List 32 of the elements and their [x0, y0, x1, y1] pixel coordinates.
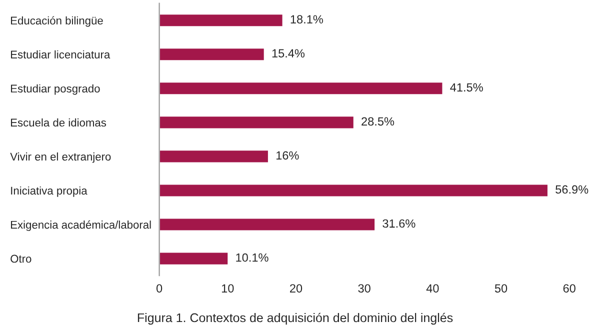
y-tick-label: Estudiar posgrado	[11, 84, 100, 95]
bar	[159, 81, 444, 96]
x-tick-label: 50	[494, 284, 508, 293]
bar	[159, 149, 270, 164]
x-tick-label: 0	[156, 284, 162, 293]
data-label: 41.5%	[450, 83, 483, 92]
data-label: 28.5%	[362, 117, 394, 126]
data-label: 15.4%	[272, 49, 305, 58]
y-tick-label: Educación bilingüe	[11, 16, 103, 27]
data-label: 31.6%	[382, 219, 416, 228]
y-tick-label: Exigencia académica/laboral	[11, 220, 151, 231]
data-label: 10.1%	[236, 253, 268, 262]
bar	[159, 47, 266, 62]
y-tick-label: Vivir en el extranjero	[10, 152, 111, 163]
x-tick-label: 10	[222, 284, 234, 293]
bar	[159, 13, 284, 28]
y-tick-label: Escuela de idiomas	[11, 118, 106, 127]
x-tick-label: 20	[290, 284, 302, 293]
bar	[159, 217, 376, 232]
bar	[159, 183, 549, 198]
data-label: 16%	[276, 151, 299, 160]
y-tick-label: Iniciativa propia	[11, 186, 88, 197]
bar	[159, 251, 230, 266]
x-tick-label: 60	[563, 284, 576, 293]
data-label: 18.1%	[290, 15, 323, 24]
y-tick-label: Otro	[10, 254, 32, 263]
data-label: 56.9%	[556, 185, 588, 194]
bar	[159, 115, 355, 130]
x-tick-label: 40	[426, 284, 439, 293]
x-tick-label: 30	[358, 284, 370, 293]
text: Figura 1. Contextos de adquisición del dominio del inglés	[138, 312, 453, 325]
y-tick-label: Estudiar licenciatura	[11, 50, 110, 58]
